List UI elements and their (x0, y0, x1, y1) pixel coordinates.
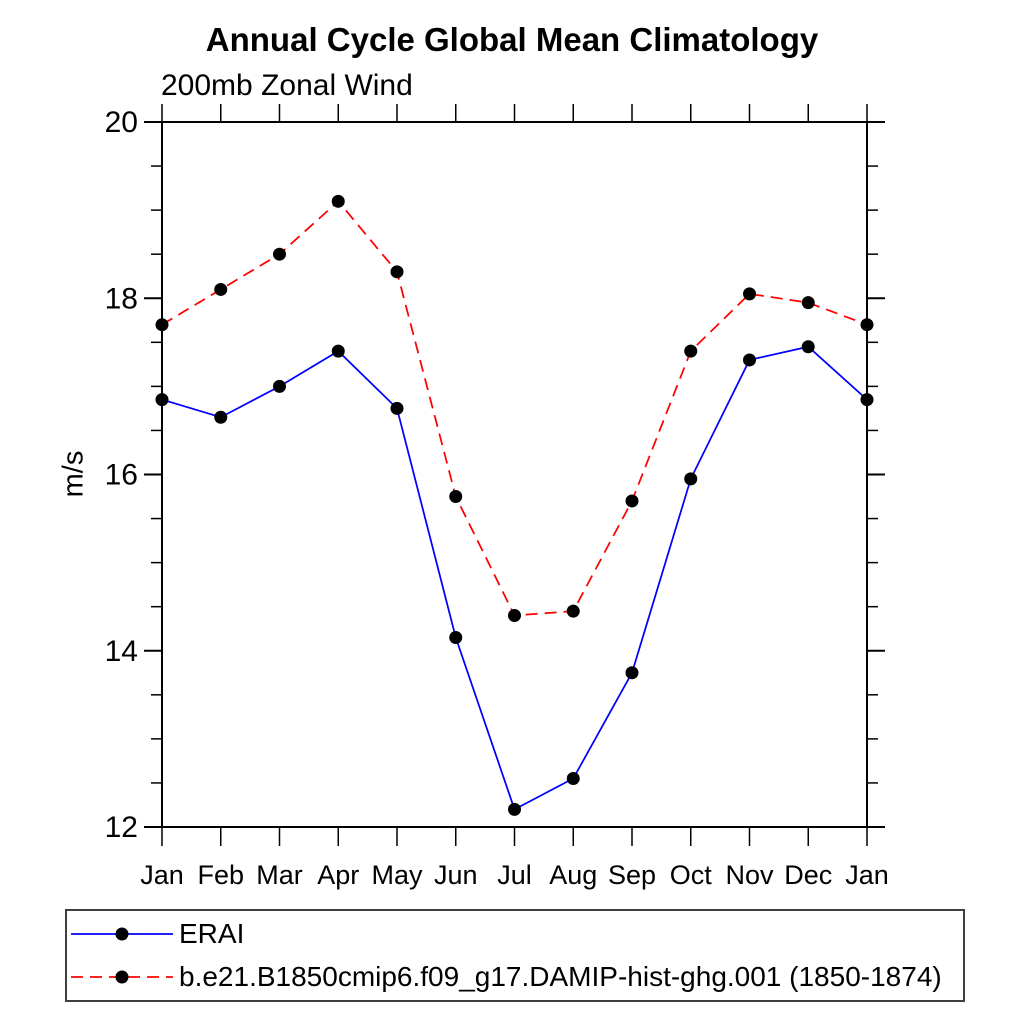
x-tick-label: Jul (497, 860, 532, 890)
data-point-marker (801, 296, 815, 310)
legend-entry-erai: ERAI (69, 914, 963, 954)
x-tick-label: May (371, 860, 423, 890)
data-point-marker (390, 265, 404, 279)
y-tick-label: 14 (105, 635, 138, 668)
legend-entry-model: b.e21.B1850cmip6.f09_g17.DAMIP-hist-ghg.… (69, 957, 963, 997)
x-tick-label: Apr (317, 860, 359, 890)
x-tick-label: Mar (256, 860, 303, 890)
data-point-marker (566, 772, 580, 786)
x-tick-label: Jun (434, 860, 478, 890)
data-point-marker (684, 472, 698, 486)
legend-sample-marker (115, 970, 129, 984)
legend-line-sample-model (71, 970, 173, 984)
series-line-0 (161, 345, 868, 811)
legend-line-sample-erai (71, 927, 173, 941)
legend-label-erai: ERAI (179, 918, 245, 949)
data-point-marker (566, 604, 580, 618)
chart-title: Annual Cycle Global Mean Climatology (205, 21, 819, 58)
data-point-marker (860, 318, 874, 332)
data-point-marker (625, 494, 639, 508)
data-point-marker (508, 802, 521, 816)
data-point-marker (214, 410, 228, 424)
x-tick-label: Oct (670, 860, 713, 890)
y-tick-label: 12 (105, 811, 138, 844)
plot-frame (161, 121, 868, 828)
y-tick-label: 16 (105, 459, 138, 492)
data-point-marker (155, 318, 169, 332)
legend-label-model: b.e21.B1850cmip6.f09_g17.DAMIP-hist-ghg.… (179, 961, 942, 992)
data-point-marker (743, 287, 756, 301)
data-point-marker (273, 247, 286, 261)
data-point-marker (801, 340, 815, 354)
x-tick-label: Feb (197, 860, 244, 890)
data-point-marker (273, 379, 286, 393)
data-point-marker (508, 609, 521, 622)
x-tick-label: Aug (549, 860, 597, 890)
data-point-marker (390, 401, 404, 415)
y-tick-label: 20 (105, 106, 138, 139)
data-point-marker (331, 344, 345, 358)
data-point-marker (214, 282, 228, 296)
data-point-marker (155, 393, 169, 407)
data-point-marker (684, 344, 698, 358)
legend-sample-marker (115, 927, 129, 941)
x-tick-label: Nov (725, 860, 774, 890)
data-point-marker (860, 393, 874, 407)
legend-box: ERAI b.e21.B1850cmip6.f09_g17.DAMIP-hist… (65, 909, 965, 1002)
x-tick-label: Dec (784, 860, 832, 890)
x-tick-label: Jan (140, 860, 184, 890)
data-point-marker (625, 666, 639, 680)
series-line-1 (161, 200, 868, 617)
data-point-marker (331, 194, 345, 208)
x-tick-label: Jan (845, 860, 889, 890)
data-point-marker (743, 353, 756, 367)
data-point-marker (449, 631, 463, 645)
chart-subtitle: 200mb Zonal Wind (161, 69, 413, 102)
data-point-marker (449, 490, 463, 504)
x-tick-label: Sep (608, 860, 656, 890)
y-tick-label: 18 (105, 282, 138, 315)
